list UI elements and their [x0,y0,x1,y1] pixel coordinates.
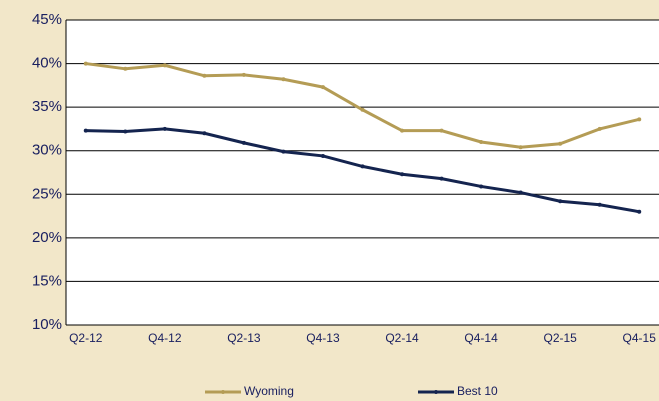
point [281,77,286,82]
point [479,184,484,189]
point [202,73,207,78]
point [320,153,325,158]
plot-area [66,20,659,325]
point [360,164,365,169]
point [637,209,642,214]
point [320,85,325,90]
x-tick-label: Q4-13 [306,331,340,345]
y-tick-label: 15% [32,272,62,289]
y-tick-label: 35% [32,98,62,115]
point [360,107,365,112]
point [241,140,246,145]
y-tick-label: 20% [32,229,62,246]
y-tick-label: 45% [32,11,62,28]
point [479,140,484,144]
point [83,128,88,133]
point [162,126,167,131]
point [83,61,88,66]
point [637,117,642,122]
x-tick-label: Q4-12 [148,331,182,345]
legend-marker [221,390,225,394]
point [400,128,405,133]
x-tick-label: Q4-14 [464,331,498,345]
point [558,141,563,146]
point [202,131,207,136]
point [123,129,128,134]
y-tick-label: 40% [32,55,62,72]
point [281,149,286,154]
legend-label: Best 10 [457,384,498,398]
x-tick-label: Q2-12 [69,331,103,345]
x-tick-label: Q4-15 [623,331,657,345]
y-tick-label: 30% [32,142,62,159]
legend-marker [434,390,438,394]
point [241,72,246,77]
point [518,190,523,195]
x-tick-label: Q2-14 [385,331,419,345]
x-tick-label: Q2-13 [227,331,261,345]
point [597,202,602,207]
point [439,176,444,181]
point [400,172,405,177]
legend-label: Wyoming [244,384,294,398]
point [123,66,128,71]
point [162,63,167,68]
point [518,145,523,150]
point [439,128,444,133]
point [558,199,563,204]
x-tick-label: Q2-15 [543,331,577,345]
y-tick-label: 10% [32,316,62,333]
y-tick-label: 25% [32,185,62,202]
point [597,126,602,131]
